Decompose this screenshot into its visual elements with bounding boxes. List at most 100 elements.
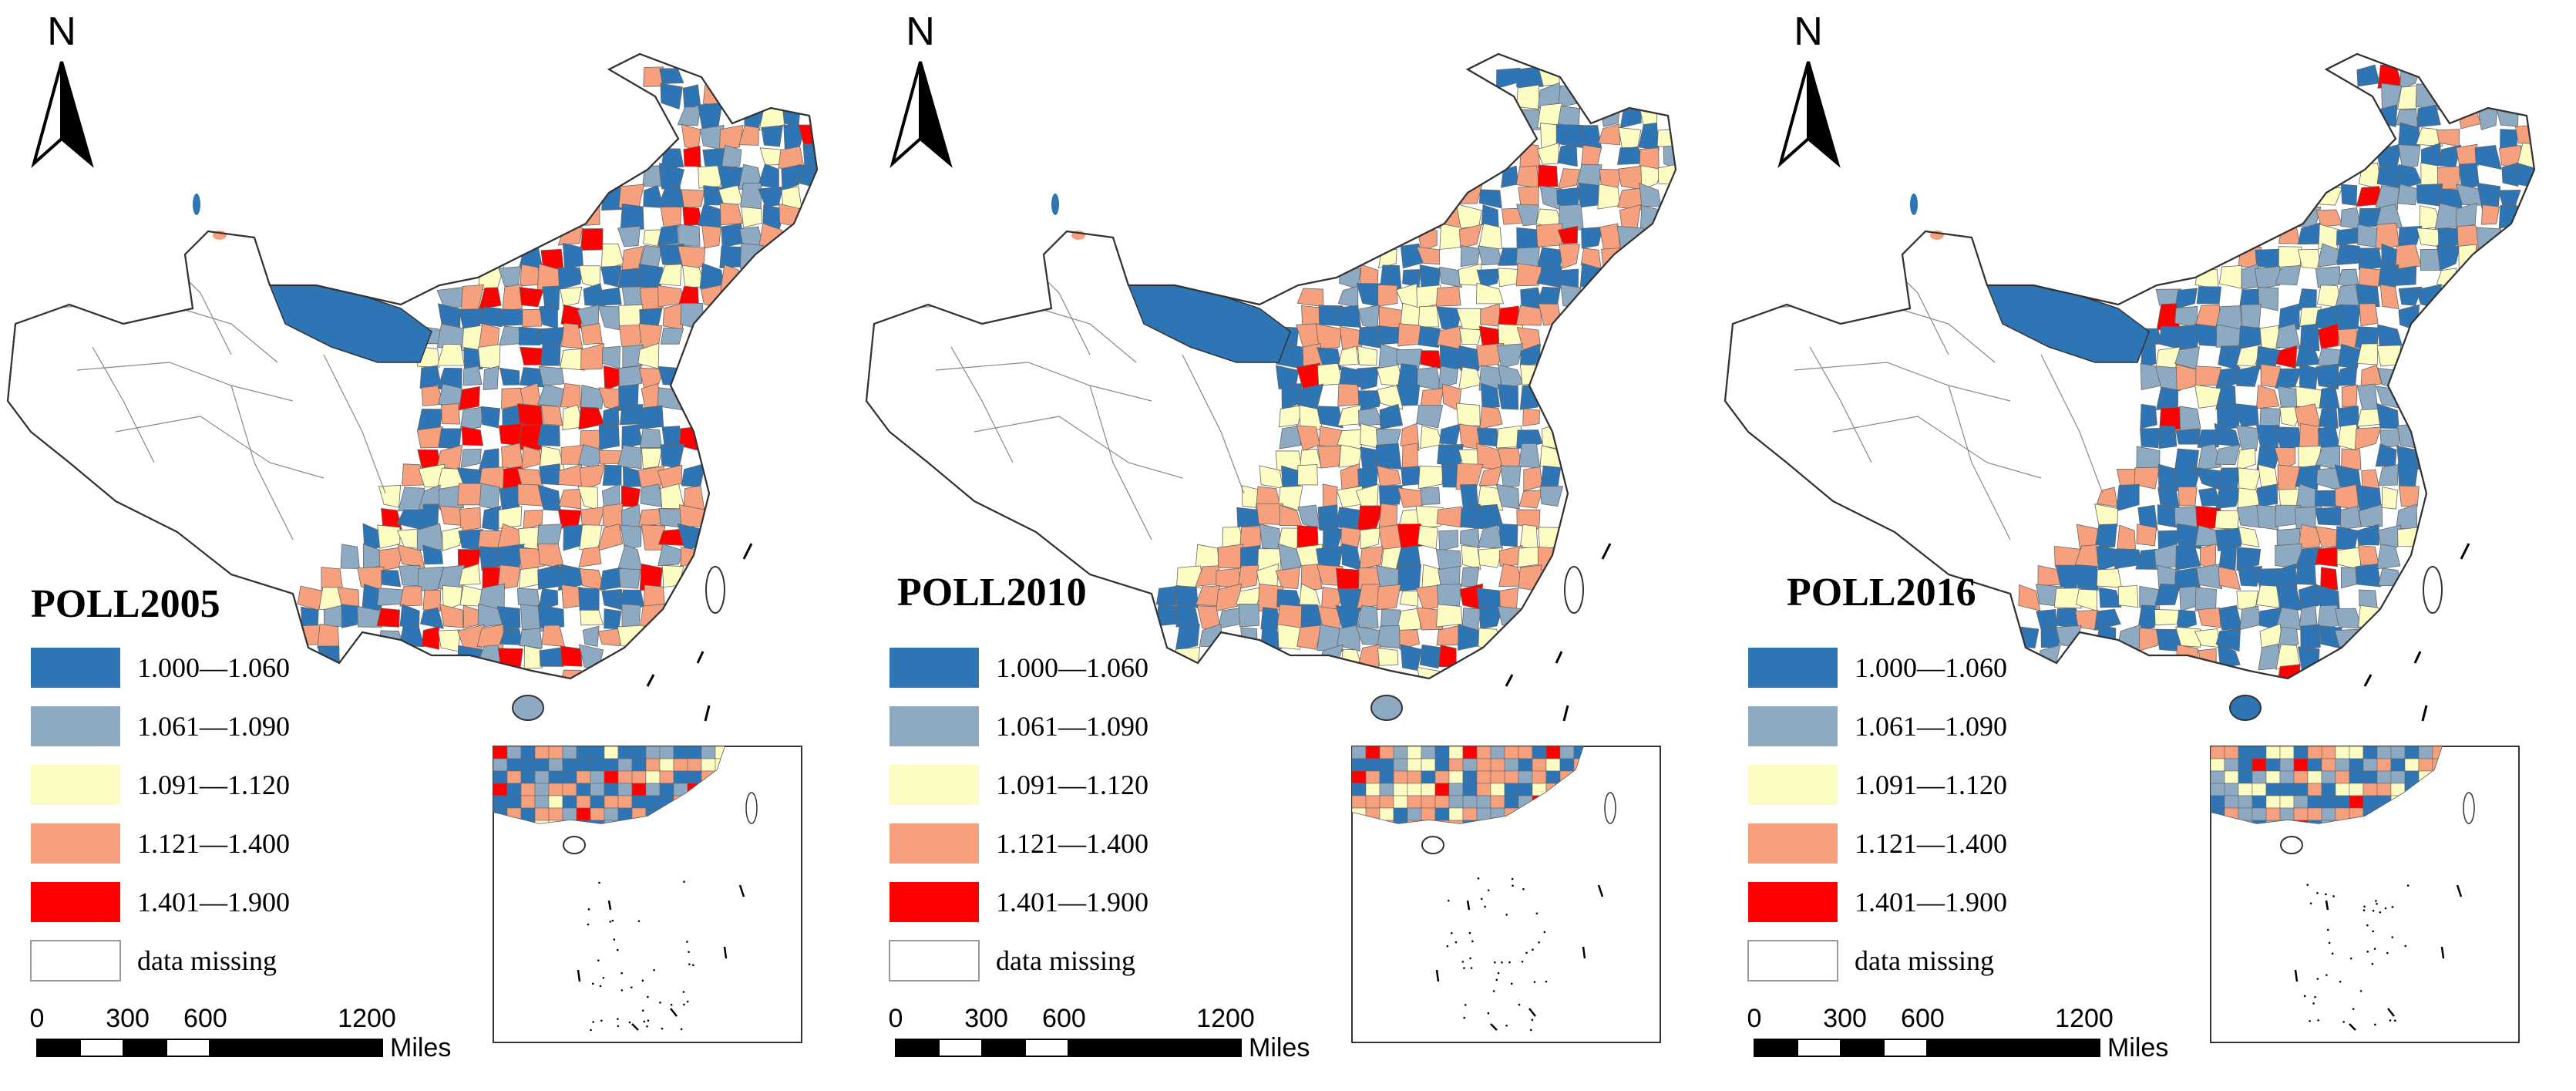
inset-island xyxy=(2316,892,2319,894)
scale-unit-label: Miles xyxy=(2107,1033,2168,1062)
legend-swatch xyxy=(1747,940,1838,982)
inset-island xyxy=(1510,982,1513,985)
prefecture-cell xyxy=(2399,485,2420,507)
prefecture-cell xyxy=(377,588,405,606)
prefecture-cell xyxy=(1417,525,1438,550)
inset-island xyxy=(683,1003,685,1006)
prefecture-cell xyxy=(2474,144,2502,170)
inset-cell xyxy=(645,783,661,796)
prefecture-cell xyxy=(1417,325,1441,349)
inset-cell xyxy=(2349,770,2364,784)
prefecture-cell xyxy=(417,566,445,592)
inset-cell xyxy=(2293,758,2309,772)
prefecture-cell xyxy=(580,384,604,410)
prefecture-cell xyxy=(2218,264,2242,289)
prefecture-cell xyxy=(2256,446,2282,472)
prefecture-cell xyxy=(1357,505,1384,532)
inset-cell xyxy=(1393,746,1408,759)
inset-cell xyxy=(687,746,702,759)
scale-segment xyxy=(1068,1039,1242,1057)
prefecture-cell xyxy=(2337,328,2361,350)
scale-segment xyxy=(938,1039,983,1057)
prefecture-cells xyxy=(297,66,817,679)
prefecture-cell xyxy=(657,285,684,308)
inset-cell xyxy=(2362,795,2378,809)
legend-swatch xyxy=(31,823,120,864)
prefecture-cell xyxy=(2356,524,2380,546)
prefecture-cell xyxy=(422,589,442,612)
inset-island xyxy=(617,1025,620,1028)
prefecture-cell xyxy=(523,510,543,531)
prefecture-cell xyxy=(578,204,600,226)
inset-cell xyxy=(631,795,647,809)
prefecture-cell xyxy=(2140,403,2157,429)
prefecture-cell xyxy=(657,464,683,491)
legend-swatch xyxy=(31,648,120,688)
inset-cell xyxy=(1490,770,1505,784)
prefecture-cell xyxy=(1657,163,1676,186)
prefecture-cell xyxy=(1419,264,1441,291)
inset-cell xyxy=(645,770,661,784)
inset-dash xyxy=(1597,884,1604,897)
prefecture-cell xyxy=(2235,365,2261,387)
inset-island xyxy=(1495,978,1498,982)
inset-cell xyxy=(2251,820,2267,823)
inset-cell xyxy=(1434,770,1450,784)
inset-cell xyxy=(604,783,619,796)
prefecture-cell xyxy=(2139,627,2162,652)
prefecture-cell xyxy=(1476,427,1499,447)
prefecture-cell xyxy=(1357,345,1377,366)
inset-cell xyxy=(1518,746,1533,759)
inset-island xyxy=(598,881,600,884)
prefecture-cell xyxy=(2375,185,2399,210)
prefecture-cell xyxy=(2214,510,2240,530)
inset-cell xyxy=(590,807,605,821)
map-title: POLL2016 xyxy=(1787,571,1976,615)
prefecture-cell xyxy=(2376,166,2399,188)
prefecture-cell xyxy=(2278,626,2299,649)
prefecture-cell xyxy=(2215,628,2241,652)
prefecture-cell xyxy=(1377,625,1402,649)
prefecture-cell xyxy=(1439,266,1462,288)
inset-cell xyxy=(562,795,577,809)
inset-cell xyxy=(2335,783,2350,796)
scale-tick-label: 0 xyxy=(1747,1004,1762,1033)
inset-cell xyxy=(2335,746,2350,759)
china-map xyxy=(865,52,1677,722)
inset-cell xyxy=(1421,783,1436,796)
inset-island xyxy=(2309,1019,2311,1022)
prefecture-cell xyxy=(1397,524,1423,549)
prefecture-cell xyxy=(2315,506,2342,526)
inset-cell xyxy=(590,758,605,772)
prefecture-cell xyxy=(620,524,642,551)
prefecture-cell xyxy=(1536,142,1559,165)
inset-island xyxy=(1511,877,1514,881)
inset-cell xyxy=(1490,746,1505,759)
hainan-island xyxy=(2229,695,2262,721)
hainan-island xyxy=(1370,695,1403,721)
prefecture-cell xyxy=(601,589,623,611)
prefecture-cell xyxy=(2256,483,2278,507)
inset-island xyxy=(1487,1012,1490,1015)
inset-cell xyxy=(1518,783,1533,796)
inset-cell xyxy=(1407,770,1422,784)
inset-island xyxy=(1464,1004,1467,1006)
prefecture-cell xyxy=(2381,487,2398,510)
prefecture-cell xyxy=(1357,390,1382,412)
prefecture-cell xyxy=(580,342,605,370)
inset-island xyxy=(630,986,633,988)
inset-cell xyxy=(645,746,661,759)
inset-cell xyxy=(2307,770,2322,784)
inset-island xyxy=(2303,995,2306,998)
inset-island xyxy=(692,964,694,967)
inset-cell xyxy=(562,783,577,796)
prefecture-cell xyxy=(1377,647,1399,666)
prefecture-cell xyxy=(598,424,620,450)
inset-cell xyxy=(659,783,674,796)
north-arrow-left-icon xyxy=(31,61,63,168)
inset-cell xyxy=(1462,783,1478,796)
taiwan-island xyxy=(705,566,725,614)
prefecture-cell xyxy=(1475,282,1505,305)
prefecture-cell xyxy=(441,402,461,425)
scale-tick-label: 600 xyxy=(1901,1004,1945,1033)
